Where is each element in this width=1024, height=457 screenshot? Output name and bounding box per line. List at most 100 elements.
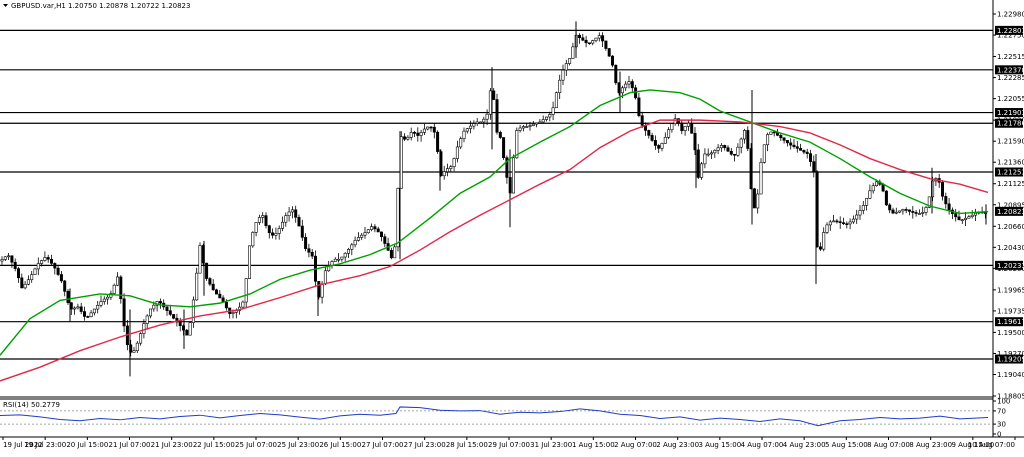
candle-body[interactable]: [416, 132, 420, 136]
candle-body[interactable]: [40, 260, 44, 264]
candle-body[interactable]: [116, 276, 120, 286]
candle-body[interactable]: [7, 255, 11, 258]
candle-body[interactable]: [525, 126, 529, 128]
candle-body[interactable]: [709, 152, 713, 155]
candle-body[interactable]: [914, 212, 918, 214]
candle-body[interactable]: [818, 246, 822, 250]
candle-body[interactable]: [954, 213, 958, 218]
candle-body[interactable]: [825, 224, 829, 233]
candle-body[interactable]: [762, 144, 766, 163]
candle-body[interactable]: [135, 342, 139, 352]
candle-body[interactable]: [624, 83, 628, 89]
candle-body[interactable]: [587, 42, 591, 45]
candle-body[interactable]: [541, 119, 545, 123]
candle-body[interactable]: [287, 211, 291, 216]
candle-body[interactable]: [917, 213, 921, 215]
candle-body[interactable]: [99, 301, 103, 306]
candle-body[interactable]: [86, 316, 90, 318]
candle-body[interactable]: [66, 291, 70, 303]
candle-body[interactable]: [379, 231, 383, 237]
candle-body[interactable]: [46, 257, 50, 260]
candle-body[interactable]: [901, 209, 905, 212]
candle-body[interactable]: [261, 215, 265, 218]
candle-body[interactable]: [861, 205, 865, 211]
candle-body[interactable]: [274, 233, 278, 236]
candle-body[interactable]: [746, 130, 750, 149]
candle-body[interactable]: [544, 116, 548, 120]
candle-body[interactable]: [403, 136, 407, 140]
candle-body[interactable]: [244, 278, 248, 303]
candle-body[interactable]: [957, 216, 961, 221]
candle-body[interactable]: [940, 182, 944, 197]
candle-body[interactable]: [307, 248, 311, 253]
candle-body[interactable]: [188, 322, 192, 336]
candle-body[interactable]: [310, 251, 314, 257]
candle-body[interactable]: [363, 232, 367, 236]
candle-body[interactable]: [676, 118, 680, 124]
candle-body[interactable]: [429, 126, 433, 129]
candle-body[interactable]: [469, 125, 473, 129]
candle-body[interactable]: [198, 245, 202, 274]
candle-body[interactable]: [614, 64, 618, 84]
candle-body[interactable]: [23, 283, 27, 289]
candle-body[interactable]: [673, 118, 677, 124]
candle-body[interactable]: [215, 289, 219, 295]
candle-body[interactable]: [327, 264, 331, 272]
candle-body[interactable]: [769, 131, 773, 135]
candle-body[interactable]: [257, 217, 261, 223]
candle-body[interactable]: [812, 161, 816, 172]
candle-body[interactable]: [142, 323, 146, 334]
candle-body[interactable]: [119, 276, 123, 300]
candle-body[interactable]: [211, 283, 215, 291]
candle-body[interactable]: [505, 157, 509, 178]
candle-body[interactable]: [3, 256, 7, 260]
candle-body[interactable]: [63, 280, 67, 292]
candle-body[interactable]: [36, 263, 40, 270]
candle-body[interactable]: [591, 40, 595, 44]
candle-body[interactable]: [855, 214, 859, 220]
candle-body[interactable]: [921, 212, 925, 214]
candle-body[interactable]: [551, 107, 555, 115]
candle-body[interactable]: [241, 301, 245, 308]
candle-body[interactable]: [92, 308, 96, 314]
candle-body[interactable]: [931, 180, 935, 198]
candle-body[interactable]: [733, 153, 737, 156]
candle-body[interactable]: [838, 221, 842, 223]
candle-body[interactable]: [601, 35, 605, 42]
candle-body[interactable]: [521, 126, 525, 129]
candle-body[interactable]: [868, 190, 872, 199]
candle-body[interactable]: [20, 277, 24, 289]
candle-body[interactable]: [149, 308, 153, 317]
candle-body[interactable]: [597, 35, 601, 39]
candle-body[interactable]: [139, 333, 143, 344]
candle-body[interactable]: [719, 144, 723, 149]
candle-body[interactable]: [660, 143, 664, 149]
candle-body[interactable]: [973, 212, 977, 216]
candle-body[interactable]: [475, 121, 479, 124]
candle-body[interactable]: [498, 131, 502, 138]
candle-body[interactable]: [320, 283, 324, 298]
candle-body[interactable]: [531, 123, 535, 126]
candle-body[interactable]: [492, 90, 496, 100]
candle-body[interactable]: [465, 128, 469, 132]
candle-body[interactable]: [515, 130, 519, 159]
candle-body[interactable]: [713, 150, 717, 154]
candle-body[interactable]: [277, 228, 281, 234]
candle-body[interactable]: [789, 142, 793, 146]
candle-body[interactable]: [775, 132, 779, 136]
candle-body[interactable]: [79, 306, 83, 312]
candle-body[interactable]: [805, 151, 809, 154]
candle-body[interactable]: [752, 188, 756, 209]
candle-body[interactable]: [653, 140, 657, 146]
candle-body[interactable]: [96, 305, 100, 310]
candle-body[interactable]: [248, 245, 252, 279]
candle-body[interactable]: [488, 90, 492, 115]
candle-body[interactable]: [393, 246, 397, 259]
candle-body[interactable]: [455, 146, 459, 159]
candle-body[interactable]: [858, 210, 862, 216]
candle-body[interactable]: [472, 123, 476, 127]
candle-body[interactable]: [297, 217, 301, 227]
candle-body[interactable]: [370, 226, 374, 230]
candle-body[interactable]: [772, 131, 776, 134]
candle-body[interactable]: [459, 138, 463, 148]
